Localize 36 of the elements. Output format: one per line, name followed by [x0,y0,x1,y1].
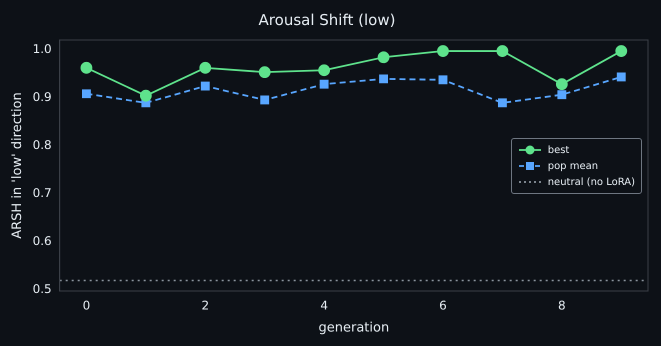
point [437,45,449,57]
legend-label: pop mean [548,160,598,172]
point [260,96,270,104]
point [496,45,508,57]
y-tick-label: 0.8 [32,138,52,152]
x-tick-label: 8 [558,298,566,312]
legend-label: best [548,144,570,156]
x-tick-label: 4 [320,298,328,312]
point [557,90,566,100]
x-tick-label: 6 [439,298,447,312]
x-tick-label: 0 [82,298,90,312]
point [438,75,448,84]
y-tick-label: 0.7 [32,186,52,200]
point [378,51,390,64]
y-axis-title: ARSH in 'low' direction [10,92,26,239]
legend-label: neutral (no LoRA) [548,176,635,188]
point [200,82,210,91]
point [80,62,92,74]
point [140,90,152,102]
chart-title: Arousal Shift (low) [258,10,396,29]
point [318,64,330,76]
point [616,72,626,82]
point [556,78,568,90]
y-tick-label: 0.5 [32,282,52,296]
point [320,80,329,89]
point [379,74,388,84]
point [82,89,91,98]
point [199,62,212,74]
x-axis-title: generation [318,320,390,336]
y-tick-label: 0.6 [32,234,52,248]
point [258,66,271,78]
y-tick-label: 0.9 [32,90,52,104]
x-tick-label: 2 [201,298,210,312]
point [615,45,628,57]
point [498,98,507,108]
y-tick-label: 1.0 [32,42,52,56]
